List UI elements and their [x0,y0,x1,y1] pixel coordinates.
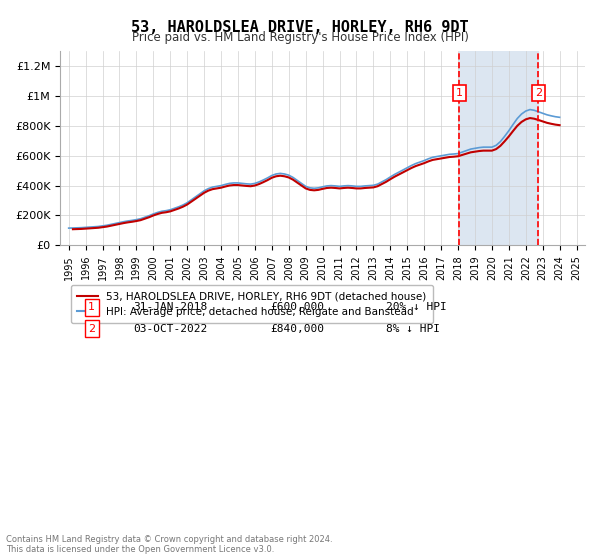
Text: 20% ↓ HPI: 20% ↓ HPI [386,302,446,312]
Text: 53, HAROLDSLEA DRIVE, HORLEY, RH6 9DT: 53, HAROLDSLEA DRIVE, HORLEY, RH6 9DT [131,20,469,35]
Text: 2: 2 [88,324,95,334]
Text: 1: 1 [456,88,463,98]
Text: Price paid vs. HM Land Registry's House Price Index (HPI): Price paid vs. HM Land Registry's House … [131,31,469,44]
Text: 2: 2 [535,88,542,98]
Text: 03-OCT-2022: 03-OCT-2022 [134,324,208,334]
Bar [460,52,538,245]
Text: 8% ↓ HPI: 8% ↓ HPI [386,324,440,334]
Legend: 53, HAROLDSLEA DRIVE, HORLEY, RH6 9DT (detached house), HPI: Average price, deta: 53, HAROLDSLEA DRIVE, HORLEY, RH6 9DT (d… [71,286,433,323]
Text: £840,000: £840,000 [270,324,324,334]
Text: 31-JAN-2018: 31-JAN-2018 [134,302,208,312]
Text: £600,000: £600,000 [270,302,324,312]
Text: Contains HM Land Registry data © Crown copyright and database right 2024.
This d: Contains HM Land Registry data © Crown c… [6,535,332,554]
Text: 1: 1 [88,302,95,312]
